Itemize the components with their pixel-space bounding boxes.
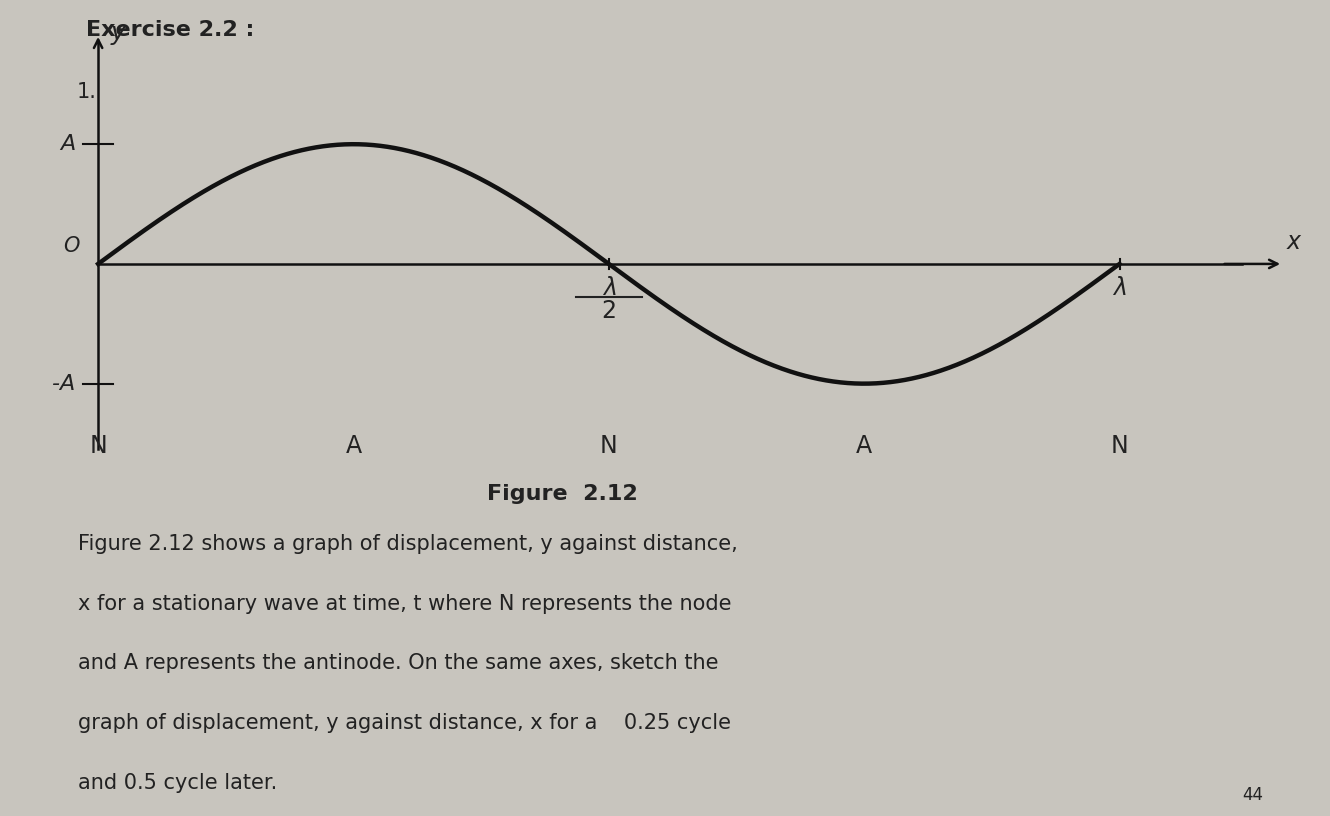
Text: -A: -A (52, 374, 76, 393)
Text: A: A (857, 434, 872, 458)
Text: and 0.5 cycle later.: and 0.5 cycle later. (77, 773, 277, 793)
Text: A: A (346, 434, 362, 458)
Text: and A represents the antinode. On the same axes, sketch the: and A represents the antinode. On the sa… (77, 654, 718, 673)
Text: $\lambda$: $\lambda$ (601, 276, 616, 300)
Text: Figure  2.12: Figure 2.12 (488, 484, 638, 504)
Text: N: N (600, 434, 617, 458)
Text: 2: 2 (601, 299, 616, 322)
Text: 44: 44 (1242, 786, 1264, 804)
Text: x: x (1286, 230, 1301, 255)
Text: O: O (64, 236, 80, 255)
Text: $\lambda$: $\lambda$ (1112, 276, 1127, 300)
Text: 1.: 1. (77, 82, 97, 102)
Text: Figure 2.12 shows a graph of displacement, y against distance,: Figure 2.12 shows a graph of displacemen… (77, 534, 737, 554)
Text: A: A (60, 134, 76, 154)
Text: N: N (1111, 434, 1128, 458)
Text: graph of displacement, y against distance, x for a    0.25 cycle: graph of displacement, y against distanc… (77, 713, 730, 734)
Text: Exercise 2.2 :: Exercise 2.2 : (86, 20, 255, 41)
Text: N: N (89, 434, 106, 458)
Text: y: y (110, 21, 125, 45)
Text: x for a stationary wave at time, t where N represents the node: x for a stationary wave at time, t where… (77, 594, 732, 614)
